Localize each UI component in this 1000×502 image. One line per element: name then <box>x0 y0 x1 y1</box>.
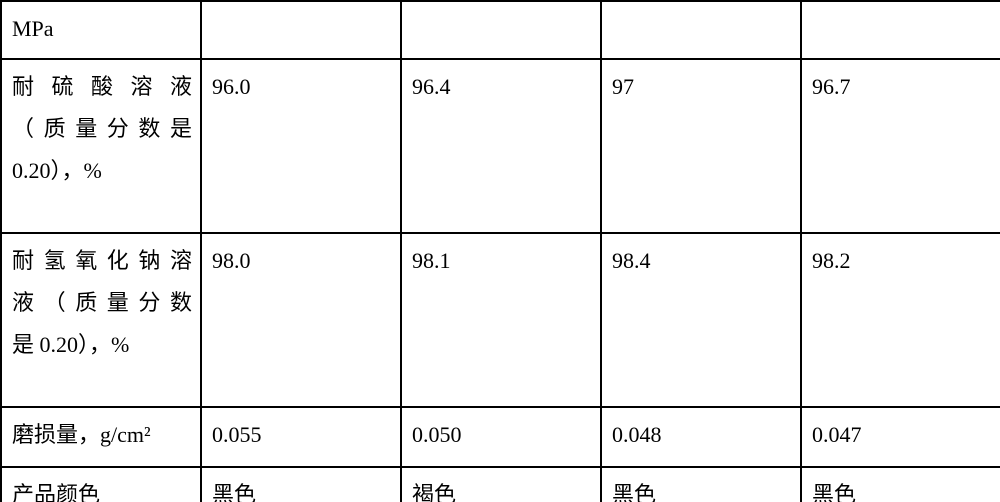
row4-col3: 黑色 <box>601 467 801 502</box>
row1-col2: 96.4 <box>401 59 601 233</box>
row1-label-line0: 耐硫酸溶液 <box>12 66 192 108</box>
row0-col4 <box>801 1 1000 59</box>
row2-col1: 98.0 <box>201 233 401 407</box>
table-row: 耐硫酸溶液 （质量分数是 0.20），% 96.0 96.4 97 96.7 <box>1 59 1000 233</box>
row4-label-cell: 产品颜色 <box>1 467 201 502</box>
table-row: 磨损量，g/cm² 0.055 0.050 0.048 0.047 <box>1 407 1000 467</box>
row2-col2: 98.1 <box>401 233 601 407</box>
row1-col3: 97 <box>601 59 801 233</box>
row1-label-cell: 耐硫酸溶液 （质量分数是 0.20），% <box>1 59 201 233</box>
row3-col3: 0.048 <box>601 407 801 467</box>
row4-col1: 黑色 <box>201 467 401 502</box>
row0-col2 <box>401 1 601 59</box>
row0-col3 <box>601 1 801 59</box>
row0-label-cell: MPa <box>1 1 201 59</box>
row0-col1 <box>201 1 401 59</box>
row2-col4: 98.2 <box>801 233 1000 407</box>
table-row: 产品颜色 黑色 褐色 黑色 黑色 <box>1 467 1000 502</box>
row2-col3: 98.4 <box>601 233 801 407</box>
row2-label-line2: 是 0.20），% <box>12 332 129 357</box>
row2-label-line0: 耐氢氧化钠溶 <box>12 240 192 282</box>
row1-label-line1: （质量分数是 <box>12 108 192 150</box>
row3-col4: 0.047 <box>801 407 1000 467</box>
row3-col1: 0.055 <box>201 407 401 467</box>
row3-col2: 0.050 <box>401 407 601 467</box>
row0-label-line0: MPa <box>12 16 54 41</box>
row4-label-line0: 产品颜色 <box>12 482 100 502</box>
row1-col4: 96.7 <box>801 59 1000 233</box>
table-container: MPa 耐硫酸溶液 （质量分数是 0.20），% 96.0 96.4 97 96… <box>0 0 1000 502</box>
table-row: MPa <box>1 1 1000 59</box>
row4-col4: 黑色 <box>801 467 1000 502</box>
row4-col2: 褐色 <box>401 467 601 502</box>
row2-label-line1: 液（质量分数 <box>12 282 192 324</box>
row1-col1: 96.0 <box>201 59 401 233</box>
row2-label-cell: 耐氢氧化钠溶 液（质量分数 是 0.20），% <box>1 233 201 407</box>
row3-label-cell: 磨损量，g/cm² <box>1 407 201 467</box>
row1-label-line2: 0.20），% <box>12 158 102 183</box>
data-table: MPa 耐硫酸溶液 （质量分数是 0.20），% 96.0 96.4 97 96… <box>0 0 1000 502</box>
table-row: 耐氢氧化钠溶 液（质量分数 是 0.20），% 98.0 98.1 98.4 9… <box>1 233 1000 407</box>
row3-label-line0: 磨损量，g/cm² <box>12 422 151 447</box>
